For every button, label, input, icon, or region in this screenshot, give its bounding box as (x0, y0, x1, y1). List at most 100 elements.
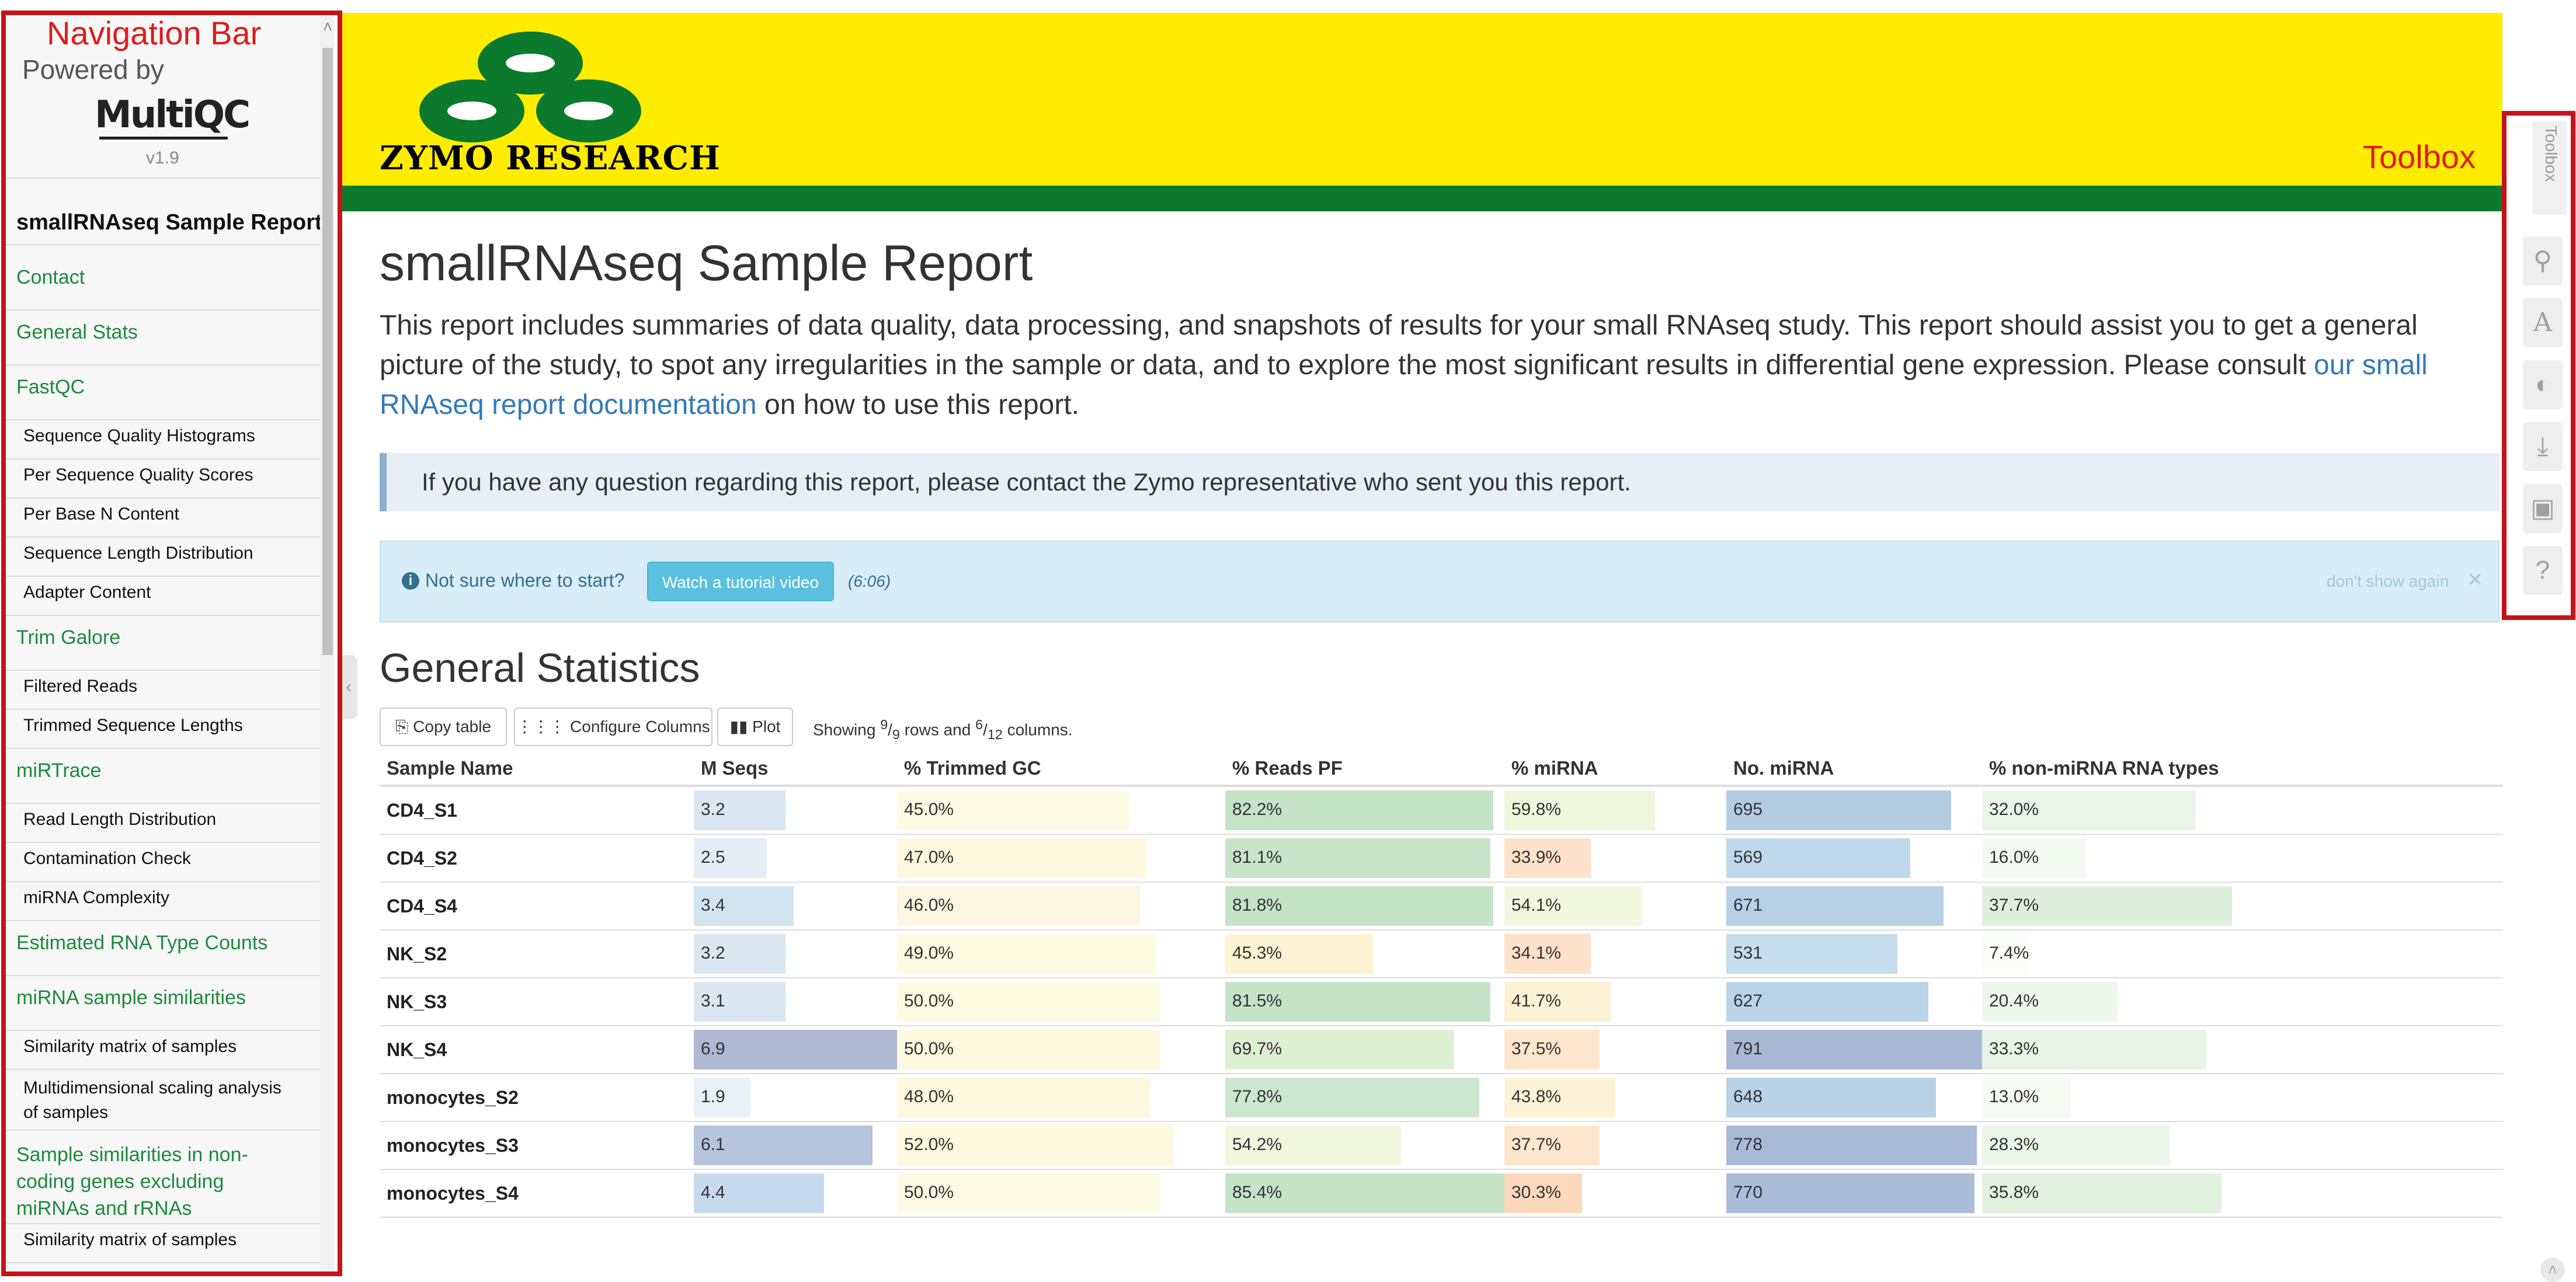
multiqc-logo[interactable]: MultiQC (95, 93, 251, 137)
sidebar-divider (6, 497, 320, 499)
stat-value: 770 (1733, 1183, 1763, 1202)
sidebar-divider (6, 458, 320, 459)
collapse-sidebar-chevron-icon[interactable]: ‹ (340, 655, 357, 719)
sidebar-divider (6, 1262, 320, 1263)
contact-message: If you have any question regarding this … (422, 468, 1631, 496)
showing-suffix: columns. (1002, 720, 1073, 739)
watch-tutorial-button[interactable]: Watch a tutorial video (647, 562, 834, 601)
sample-name-cell: monocytes_S3 (380, 1121, 694, 1170)
column-header[interactable]: % non-miRNA RNA types (1982, 752, 2503, 787)
stat-cell: 648 (1726, 1074, 1982, 1122)
sidebar-item[interactable]: Adapter Content (23, 583, 151, 602)
stat-bar (1726, 886, 1944, 926)
stat-bar (1504, 1126, 1600, 1165)
sidebar-item[interactable]: Sequence Length Distribution (23, 544, 253, 563)
column-header[interactable]: % Trimmed GC (897, 752, 1225, 787)
stat-bar (1726, 1078, 1937, 1117)
table-row: CD4_S2 2.5 47.0% 81.1% 33.9% 569 16.0% (380, 834, 2503, 883)
help-icon[interactable]: ? (2523, 546, 2563, 595)
copy-icon: ⎘ (395, 717, 409, 736)
sidebar-item[interactable]: miRNA Complexity (23, 888, 170, 907)
configure-columns-button[interactable]: ⋮⋮⋮ Configure Columns (514, 708, 712, 746)
sidebar-item[interactable]: Per Sequence Quality Scores (23, 465, 253, 485)
eye-slash-icon[interactable]: ◐ (2523, 360, 2563, 409)
documentation-link[interactable]: our small RNAseq report documentation (380, 350, 2428, 420)
stat-cell: 3.2 (694, 930, 897, 978)
stat-bar (897, 1030, 1160, 1070)
table-row: CD4_S1 3.2 45.0% 82.2% 59.8% 695 32.0% (380, 786, 2503, 835)
sidebar-item[interactable]: Filtered Reads (23, 677, 138, 696)
sidebar-item[interactable]: FastQC (16, 376, 85, 398)
stat-cell: 49.0% (897, 930, 1225, 978)
stat-bar (897, 838, 1147, 878)
sidebar-item[interactable]: Similarity matrix of samples (23, 1230, 237, 1249)
intro-text: This report includes summaries of data q… (380, 310, 2418, 381)
stat-value: 20.4% (1989, 991, 2039, 1011)
sidebar-item[interactable]: Sequence Quality Histograms (23, 426, 255, 445)
dont-show-again-link[interactable]: don't show again (2327, 572, 2449, 590)
sidebar-scrollbar-thumb[interactable] (322, 48, 333, 655)
column-header[interactable]: Sample Name (380, 752, 694, 787)
scroll-up-arrow-icon[interactable]: ˄ (322, 18, 333, 36)
stat-cell: 531 (1726, 930, 1982, 978)
sidebar-item[interactable]: Trim Galore (16, 626, 121, 649)
sidebar-divider (6, 244, 320, 245)
stat-bar (1225, 886, 1493, 926)
close-alert-icon[interactable]: × (2468, 565, 2483, 593)
stat-value: 54.2% (1232, 1135, 1282, 1154)
sidebar-divider (6, 615, 320, 616)
zymo-header-banner (340, 13, 2502, 186)
general-statistics-table: Sample Name M Seqs% Trimmed GC% Reads PF%… (380, 752, 2503, 1218)
sidebar-item[interactable]: Contamination Check (23, 849, 191, 868)
column-header[interactable]: No. miRNA (1726, 752, 1982, 787)
pin-icon[interactable]: ⚲ (2523, 236, 2563, 285)
sidebar-item[interactable]: Estimated RNA Type Counts (16, 932, 268, 954)
save-icon[interactable]: ▣ (2523, 484, 2563, 533)
sidebar-divider (6, 881, 320, 882)
sidebar-item[interactable]: Multidimensional scaling analysis of sam… (23, 1078, 281, 1122)
toolbox-tab-label: Toolbox (2542, 126, 2560, 182)
stat-value: 28.3% (1989, 1135, 2039, 1154)
sidebar-report-title[interactable]: smallRNAseq Sample Report (16, 210, 322, 235)
sidebar-item[interactable]: Per Base N Content (23, 504, 179, 524)
toolbox-tab[interactable] (2532, 121, 2566, 215)
sidebar-divider (6, 576, 320, 577)
general-statistics-title: General Statistics (380, 645, 700, 691)
sidebar-item[interactable]: Similarity matrix of samples (23, 1037, 237, 1056)
stat-cell: 45.3% (1225, 930, 1504, 978)
sidebar-item[interactable]: miRTrace (16, 760, 102, 782)
stat-bar (1726, 790, 1952, 830)
stat-bar (1982, 982, 2118, 1022)
sidebar-scrollbar[interactable]: ˄ (320, 13, 334, 1273)
stat-cell: 6.1 (694, 1121, 897, 1170)
stat-cell: 34.1% (1504, 930, 1726, 978)
stat-value: 7.4% (1989, 943, 2029, 963)
sidebar-item[interactable]: Read Length Distribution (23, 810, 217, 829)
stat-value: 50.0% (904, 991, 954, 1011)
column-header[interactable]: % Reads PF (1225, 752, 1504, 787)
scroll-top-arrow-icon[interactable]: ˄ (2540, 1257, 2565, 1282)
sidebar-item[interactable]: miRNA sample similarities (16, 987, 246, 1009)
column-header[interactable]: % miRNA (1504, 752, 1726, 787)
stat-value: 59.8% (1511, 800, 1562, 819)
stat-cell: 50.0% (897, 978, 1225, 1026)
stat-cell: 20.4% (1982, 978, 2503, 1026)
intro-text-end: on how to use this report. (756, 389, 1079, 420)
copy-table-button[interactable]: ⎘ Copy table (380, 708, 507, 746)
font-icon[interactable]: A (2523, 298, 2563, 347)
stat-cell: 1.9 (694, 1074, 897, 1122)
sidebar-item[interactable]: General Stats (16, 321, 138, 343)
stat-value: 695 (1733, 800, 1763, 819)
sidebar-item[interactable]: Contact (16, 266, 85, 288)
sidebar-divider (6, 309, 320, 311)
download-icon[interactable]: ⤓ (2523, 422, 2563, 471)
column-header[interactable]: M Seqs (694, 752, 897, 787)
sidebar-item[interactable]: Sample similarities in non-coding genes … (16, 1144, 248, 1220)
plot-button[interactable]: ▮▮ Plot (717, 708, 793, 746)
stat-bar (1726, 934, 1898, 974)
stat-cell: 50.0% (897, 1026, 1225, 1074)
sidebar-item[interactable]: Trimmed Sequence Lengths (23, 716, 243, 735)
stat-bar (1504, 1030, 1600, 1070)
stat-value: 77.8% (1232, 1087, 1282, 1106)
stat-bar (1982, 1126, 2170, 1165)
